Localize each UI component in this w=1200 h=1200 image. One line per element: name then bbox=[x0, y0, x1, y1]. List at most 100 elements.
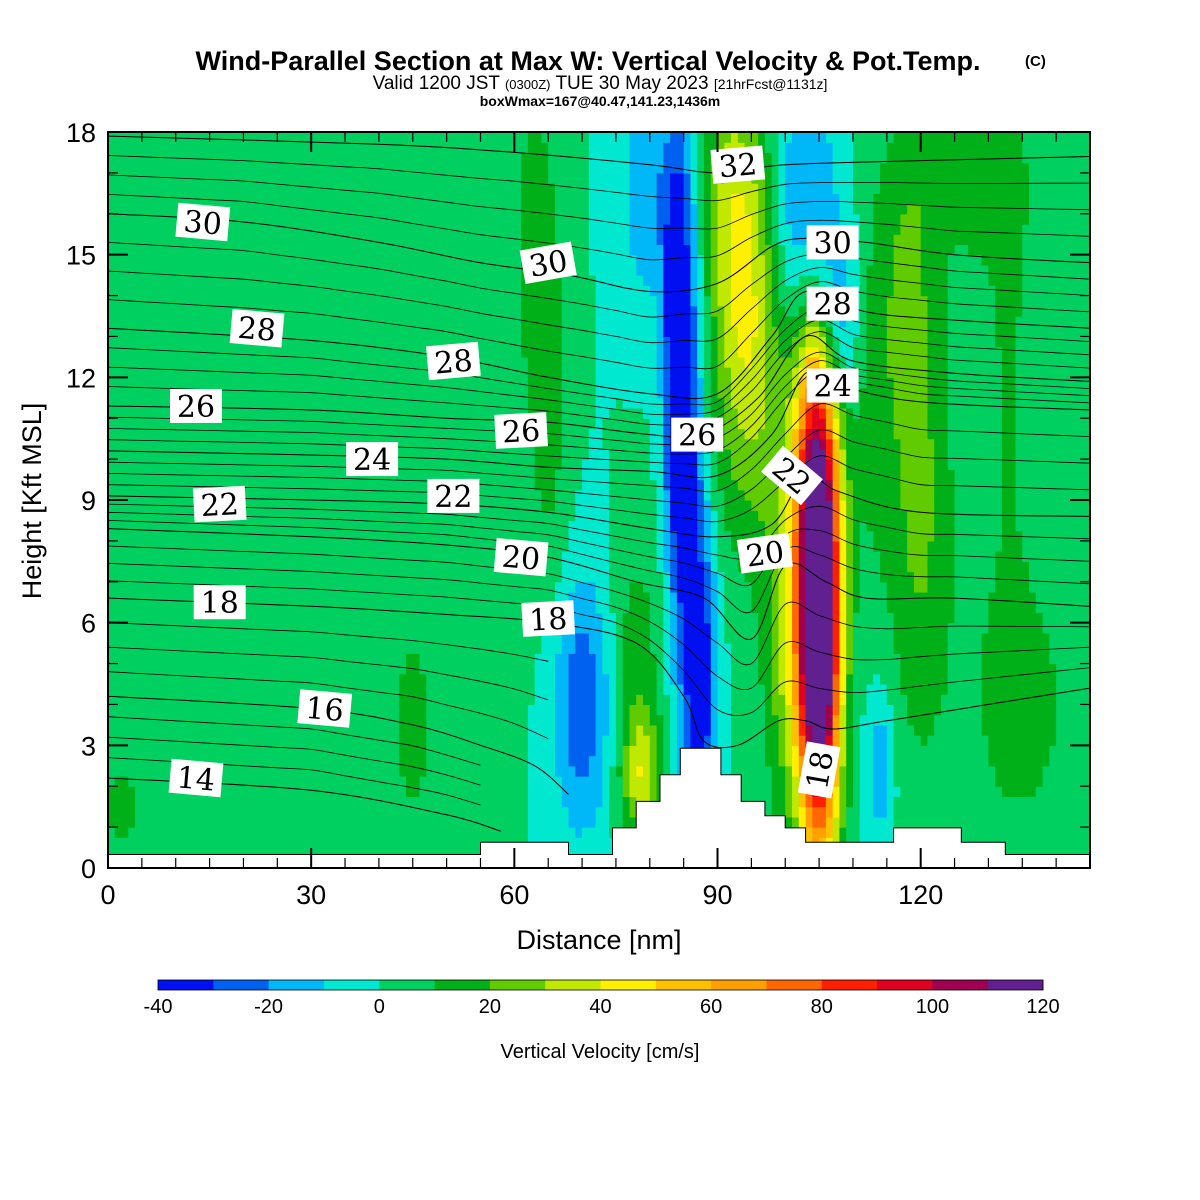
w-cell bbox=[256, 285, 265, 297]
w-cell bbox=[121, 418, 129, 430]
w-cell bbox=[304, 397, 312, 409]
w-cell bbox=[351, 397, 360, 409]
w-cell bbox=[426, 377, 434, 389]
w-cell bbox=[345, 224, 353, 235]
w-cell bbox=[209, 632, 217, 644]
w-cell bbox=[196, 377, 204, 389]
w-cell bbox=[243, 459, 251, 470]
w-cell bbox=[331, 377, 339, 389]
w-cell bbox=[527, 765, 536, 777]
w-cell bbox=[277, 459, 285, 470]
w-cell bbox=[114, 448, 123, 460]
w-cell bbox=[324, 469, 333, 481]
w-cell bbox=[548, 356, 556, 368]
w-cell bbox=[568, 500, 576, 511]
w-cell bbox=[168, 581, 177, 593]
w-cell bbox=[345, 500, 353, 511]
w-cell bbox=[358, 755, 366, 767]
w-cell bbox=[209, 295, 217, 307]
w-cell bbox=[223, 684, 231, 695]
w-cell bbox=[358, 346, 366, 358]
w-cell bbox=[317, 377, 326, 389]
w-cell bbox=[541, 653, 549, 665]
w-cell bbox=[162, 489, 170, 501]
w-cell bbox=[399, 551, 407, 562]
w-cell bbox=[236, 786, 245, 798]
w-cell bbox=[561, 438, 570, 450]
w-cell bbox=[108, 489, 116, 501]
w-cell bbox=[216, 796, 224, 808]
w-cell bbox=[419, 745, 427, 757]
w-cell bbox=[473, 469, 482, 481]
w-cell bbox=[534, 489, 543, 501]
w-cell bbox=[148, 663, 156, 675]
w-cell bbox=[189, 806, 197, 818]
w-cell bbox=[304, 326, 312, 338]
w-cell bbox=[114, 643, 123, 654]
w-cell bbox=[128, 438, 136, 450]
w-cell bbox=[433, 612, 441, 624]
w-cell bbox=[351, 735, 360, 746]
w-cell bbox=[209, 735, 217, 746]
w-cell bbox=[378, 551, 387, 562]
w-cell bbox=[317, 816, 326, 828]
w-cell bbox=[426, 837, 434, 849]
w-cell bbox=[345, 602, 353, 614]
w-cell bbox=[419, 643, 427, 654]
w-cell bbox=[575, 776, 583, 787]
w-cell bbox=[256, 428, 265, 440]
w-cell bbox=[189, 581, 197, 593]
w-cell bbox=[148, 397, 156, 409]
w-cell bbox=[216, 254, 224, 266]
w-cell bbox=[331, 632, 339, 644]
w-cell bbox=[108, 581, 116, 593]
w-cell bbox=[108, 152, 116, 164]
w-cell bbox=[365, 755, 373, 767]
w-cell bbox=[311, 561, 319, 573]
w-cell bbox=[284, 152, 292, 164]
w-cell bbox=[311, 132, 319, 143]
w-cell bbox=[521, 459, 529, 470]
w-cell bbox=[290, 346, 299, 358]
w-cell bbox=[433, 643, 441, 654]
w-cell bbox=[331, 786, 339, 798]
w-cell bbox=[108, 418, 116, 430]
w-cell bbox=[439, 295, 448, 307]
w-cell bbox=[216, 132, 224, 143]
w-cell bbox=[229, 755, 238, 767]
w-cell bbox=[345, 571, 353, 583]
w-cell bbox=[114, 305, 123, 317]
w-cell bbox=[263, 745, 272, 757]
w-cell bbox=[365, 735, 373, 746]
w-cell bbox=[243, 356, 251, 368]
w-cell bbox=[466, 285, 475, 297]
w-cell bbox=[358, 264, 366, 276]
w-cell bbox=[345, 203, 353, 215]
w-cell bbox=[263, 561, 272, 573]
w-cell bbox=[433, 530, 441, 542]
w-cell bbox=[121, 142, 129, 154]
w-cell bbox=[338, 469, 346, 481]
w-cell bbox=[277, 408, 285, 419]
w-cell bbox=[378, 704, 387, 716]
w-cell bbox=[148, 643, 156, 654]
w-cell bbox=[236, 776, 245, 787]
w-cell bbox=[263, 510, 272, 522]
w-cell bbox=[433, 275, 441, 286]
w-cell bbox=[148, 356, 156, 368]
w-cell bbox=[182, 448, 190, 460]
w-cell bbox=[128, 203, 136, 215]
w-cell bbox=[284, 316, 292, 327]
w-cell bbox=[216, 367, 224, 378]
w-cell bbox=[114, 428, 123, 440]
w-cell bbox=[345, 520, 353, 532]
w-cell bbox=[358, 673, 366, 685]
w-cell bbox=[561, 305, 570, 317]
w-cell bbox=[426, 459, 434, 470]
w-cell bbox=[405, 326, 414, 338]
w-cell bbox=[494, 530, 502, 542]
w-cell bbox=[202, 551, 211, 562]
w-cell bbox=[324, 203, 333, 215]
w-cell bbox=[419, 776, 427, 787]
w-cell bbox=[317, 571, 326, 583]
